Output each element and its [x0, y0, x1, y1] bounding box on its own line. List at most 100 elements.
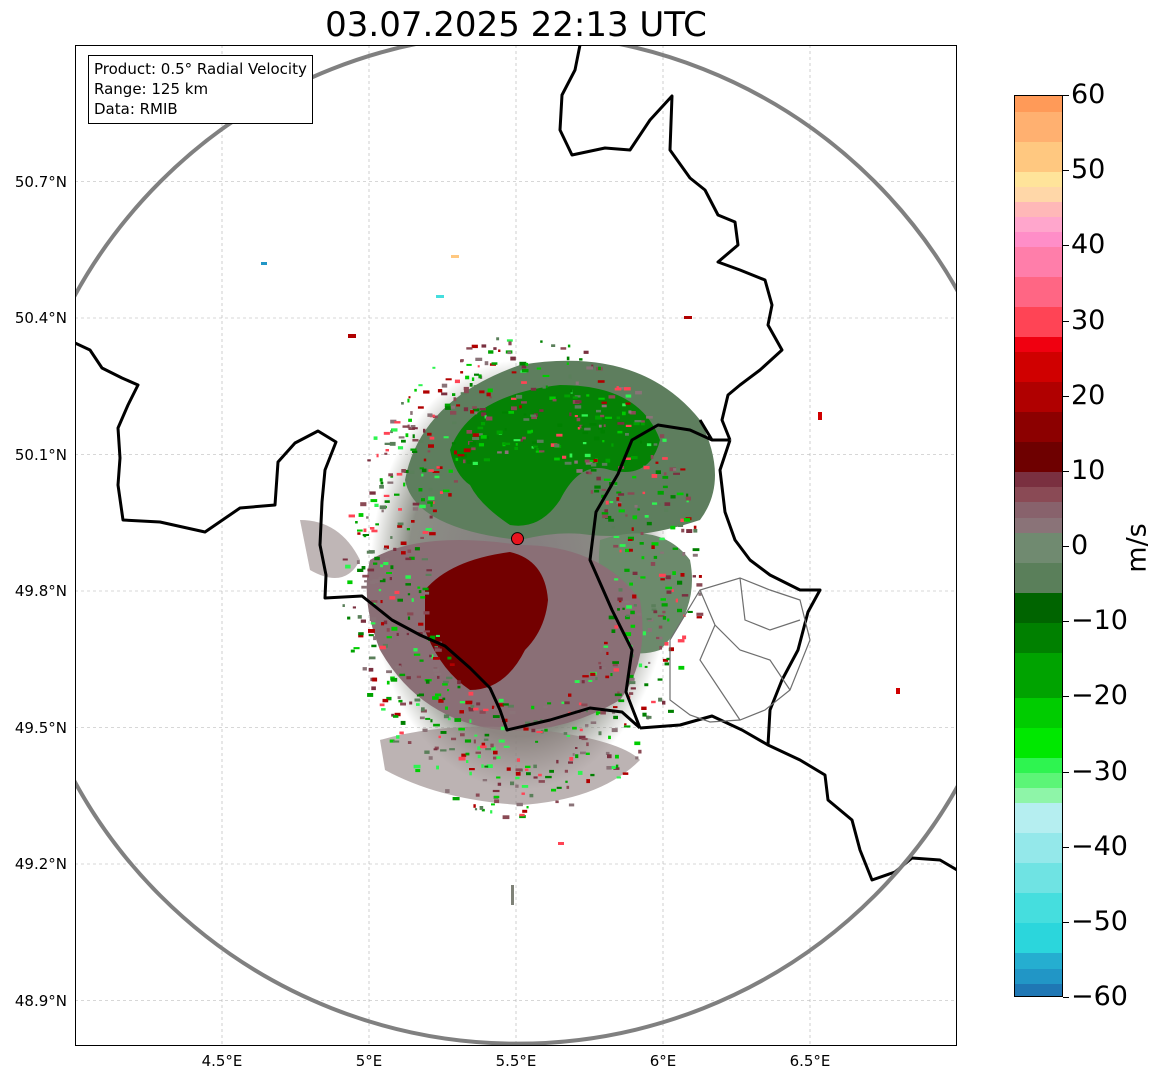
echo-pixel	[581, 680, 585, 684]
echo-pixel	[574, 680, 580, 683]
echo-pixel	[603, 645, 609, 648]
echo-pixel	[659, 645, 663, 650]
echo-pixel	[617, 691, 620, 694]
echo-pixel	[522, 369, 529, 373]
echo-pixel	[579, 735, 586, 740]
echo-pixel	[487, 388, 493, 393]
echo-pixel	[525, 362, 529, 366]
echo-pixel	[662, 485, 668, 489]
echo-pixel	[370, 580, 376, 584]
echo-pixel	[582, 442, 587, 445]
echo-pixel	[640, 420, 645, 423]
echo-pixel	[493, 756, 497, 760]
echo-pixel	[542, 384, 546, 389]
echo-pixel	[622, 411, 626, 416]
echo-pixel	[536, 367, 542, 370]
echo-pixel	[586, 366, 594, 370]
echo-pixel	[544, 728, 548, 732]
echo-pixel	[598, 731, 602, 736]
echo-pixel	[605, 751, 610, 755]
echo-pixel	[660, 578, 665, 581]
echo-pixel	[486, 392, 491, 397]
echo-pixel	[646, 618, 652, 621]
echo-pixel	[595, 712, 599, 716]
echo-north-core	[450, 385, 660, 526]
echo-pixel	[454, 379, 460, 384]
echo-pixel	[362, 574, 370, 578]
echo-pixel	[656, 636, 660, 640]
echo-pixel	[396, 735, 400, 739]
echo-pixel	[575, 747, 578, 749]
echo-pixel	[640, 532, 644, 535]
echo-pixel	[390, 536, 393, 539]
echo-pixel	[551, 344, 556, 347]
info-product: Product: 0.5° Radial Velocity	[94, 60, 307, 78]
echo-pixel	[373, 562, 378, 565]
echo-pixel	[481, 808, 485, 812]
echo-pixel	[449, 663, 455, 666]
echo-pixel	[665, 586, 672, 590]
echo-pixel	[422, 587, 429, 591]
echo-pixel	[611, 728, 618, 733]
echo-pixel	[584, 427, 591, 431]
echo-pixel	[379, 578, 386, 583]
echo-pixel	[446, 676, 453, 680]
echo-pixel	[642, 491, 646, 495]
colorbar-tick-label: 10	[1071, 454, 1106, 486]
echo-pixel	[379, 505, 387, 510]
echo-pixel	[575, 381, 579, 385]
echo-pixel	[531, 441, 537, 444]
echo-pixel	[475, 793, 480, 797]
info-source: Data: RMIB	[94, 100, 178, 118]
echo-pixel	[466, 430, 473, 434]
echo-pixel	[625, 424, 632, 427]
echo-pixel	[681, 528, 685, 533]
echo-pixel	[651, 604, 656, 608]
echo-pixel	[625, 433, 629, 436]
echo-pixel	[396, 632, 399, 636]
echo-pixel	[635, 390, 642, 395]
echo-pixel	[409, 701, 413, 705]
echo-pixel	[601, 512, 609, 515]
echo-pixel	[523, 413, 527, 416]
echo-pixel	[569, 757, 574, 761]
echo-pixel	[655, 470, 661, 474]
echo-pixel	[493, 795, 500, 799]
colorbar-tick-label: 0	[1071, 530, 1089, 561]
echo-pixel	[604, 509, 608, 513]
echo-pixel	[581, 738, 588, 741]
echo-pixel	[438, 735, 441, 739]
echo-pixel	[583, 350, 589, 354]
echo-pixel	[587, 471, 592, 475]
echo-pixel	[525, 768, 529, 771]
echo-pixel	[627, 539, 633, 541]
echo-pixel	[428, 487, 433, 492]
echo-pixel	[352, 606, 356, 609]
colorbar-segment	[1015, 471, 1062, 488]
radar-site-marker	[510, 532, 524, 546]
echo-pixel	[412, 439, 419, 442]
echo-pixel	[480, 745, 487, 749]
echo-pixel	[477, 426, 484, 430]
echo-pixel	[389, 577, 392, 581]
echo-pixel	[504, 428, 507, 431]
echo-pixel	[486, 436, 489, 440]
echo-pixel	[578, 702, 582, 706]
echo-pixel	[418, 590, 422, 594]
echo-pixel	[687, 610, 693, 613]
echo-pixel	[357, 615, 362, 619]
colorbar-segment	[1015, 441, 1062, 473]
echo-pixel	[451, 442, 456, 445]
echo-pixel	[672, 571, 676, 575]
echo-pixel	[400, 702, 406, 706]
echo-pixel	[556, 433, 563, 437]
echo-pixel	[590, 463, 597, 467]
echo-pixel	[540, 340, 543, 343]
echo-pixel	[407, 616, 411, 620]
echo-pixel	[604, 641, 608, 645]
echo-pixel	[425, 717, 431, 720]
echo-pixel	[367, 459, 371, 462]
echo-pixel	[616, 416, 620, 420]
echo-pixel	[628, 410, 632, 414]
echo-pixel	[428, 496, 435, 500]
